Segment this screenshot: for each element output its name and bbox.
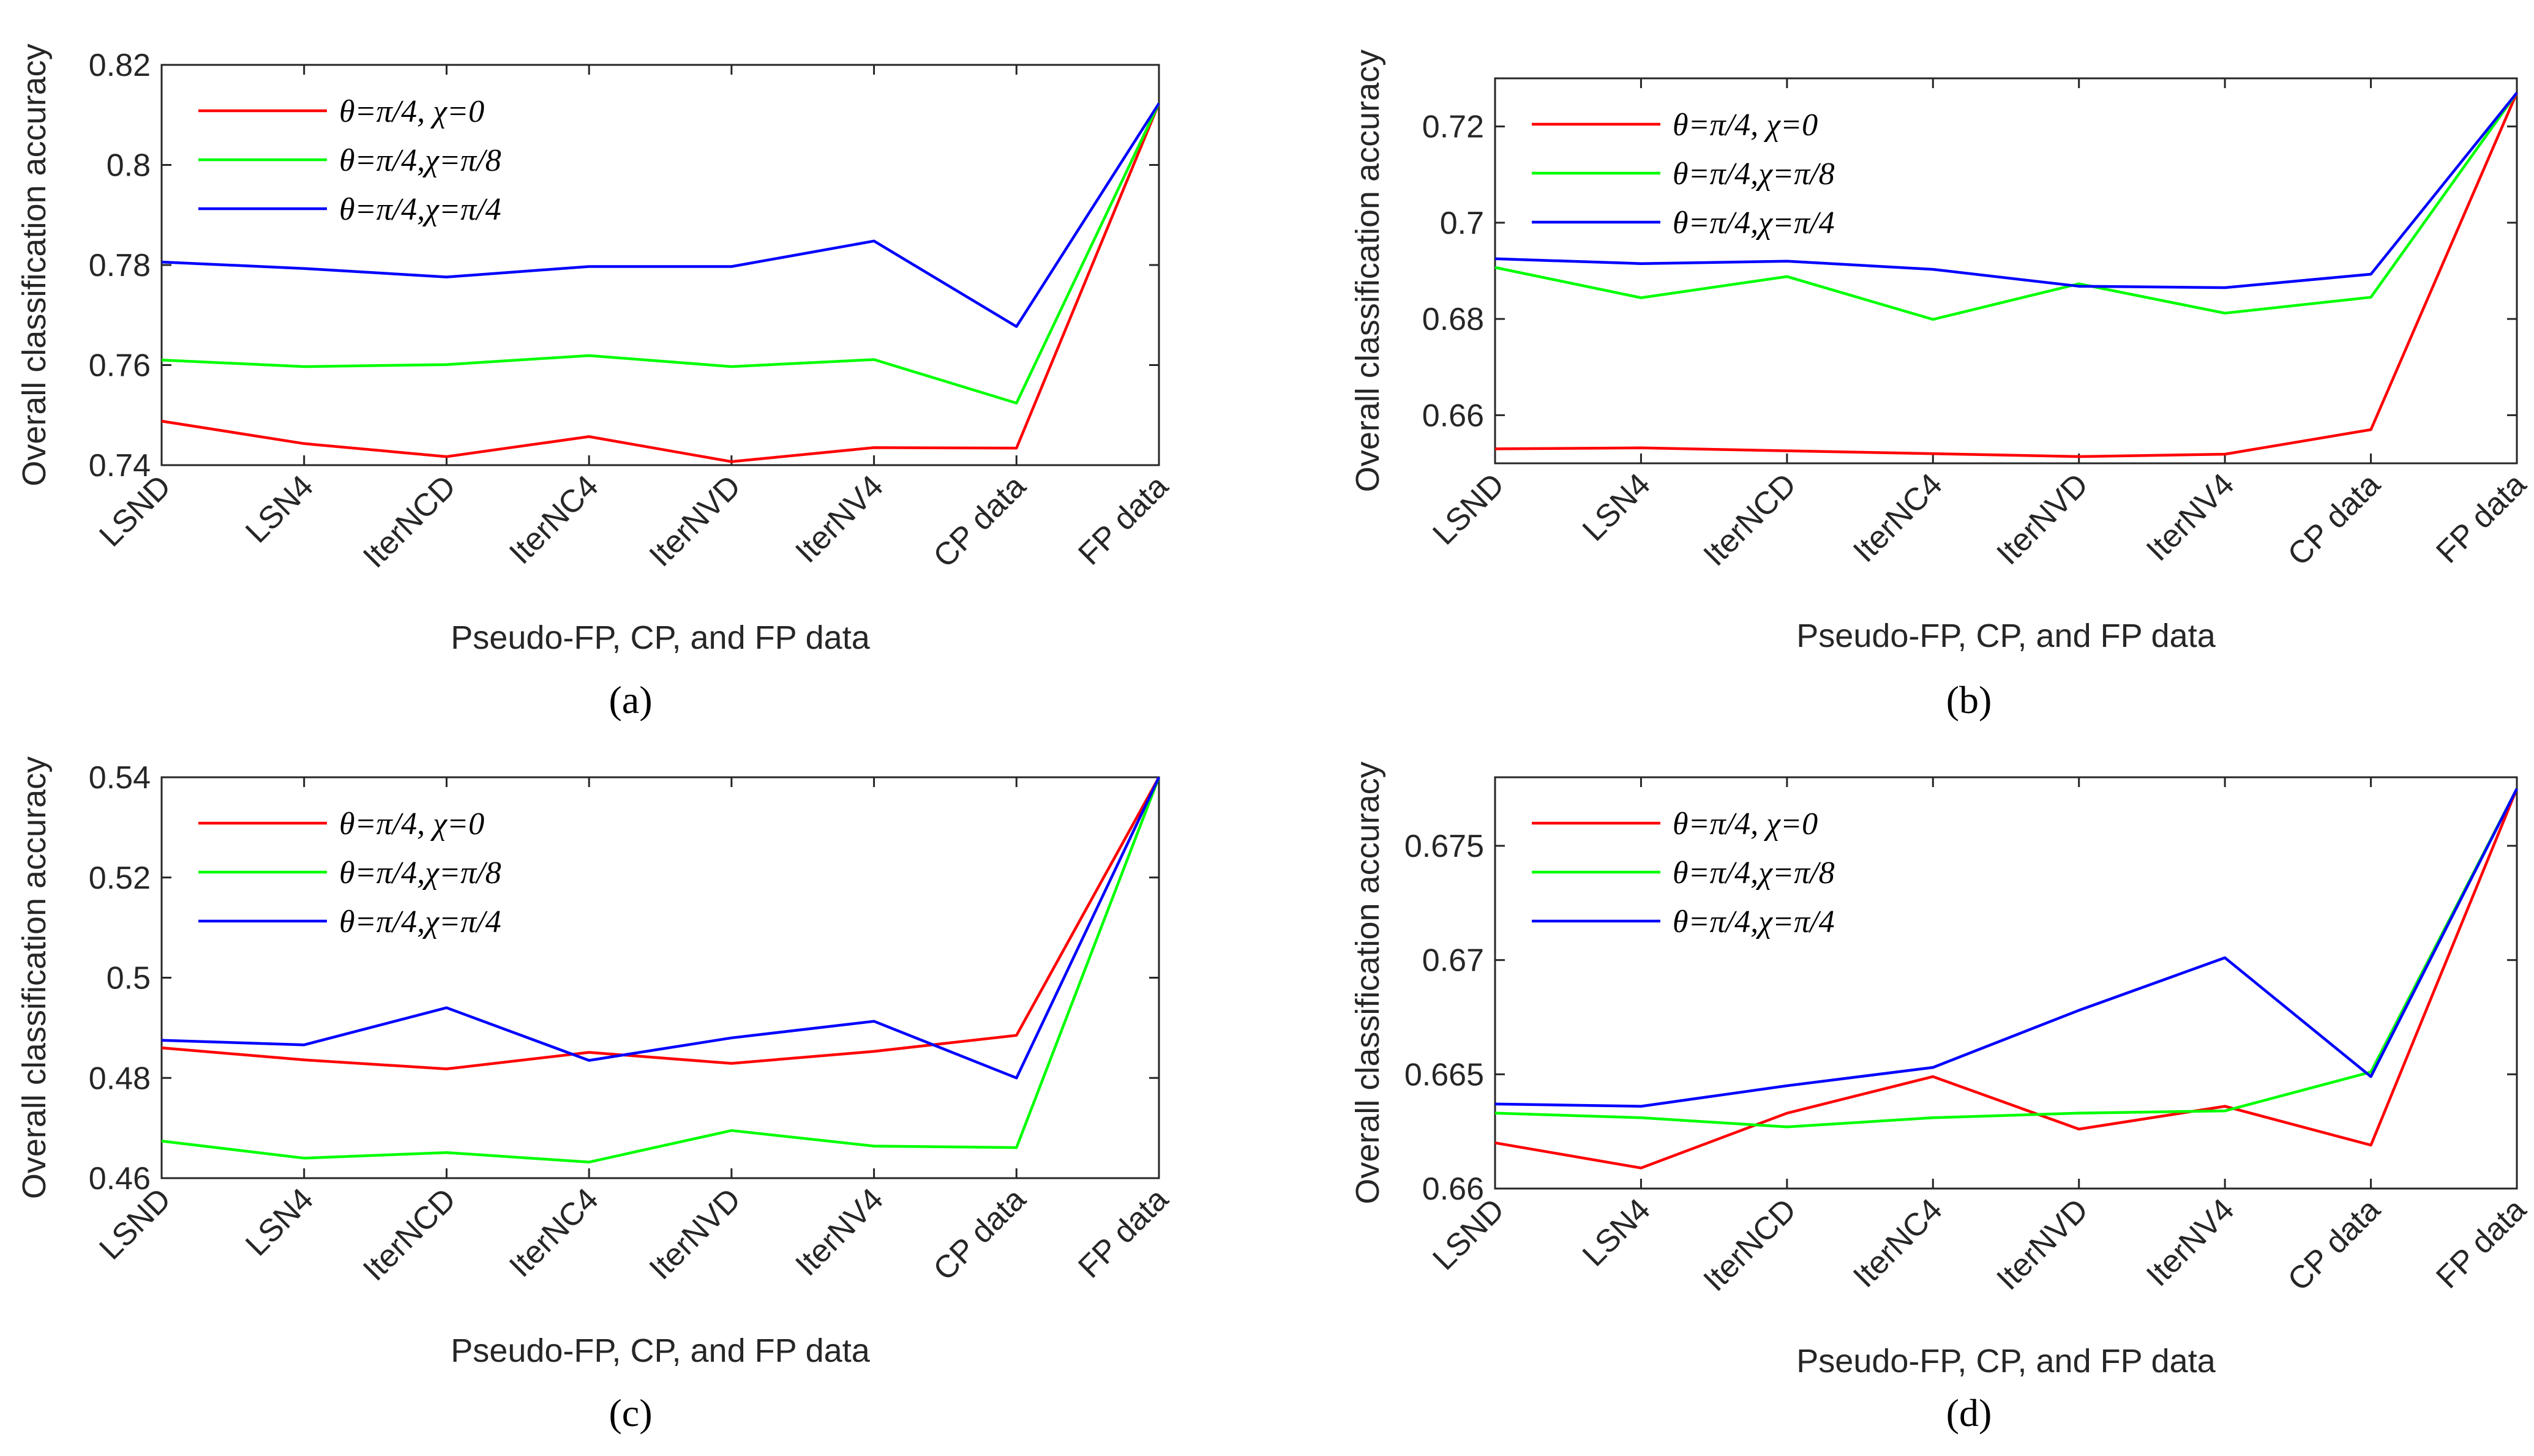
y-tick-label: 0.665 (1404, 1057, 1484, 1092)
y-tick-label: 0.52 (89, 861, 151, 896)
y-tick-label: 0.54 (89, 760, 151, 796)
series-line-1 (1494, 92, 2519, 458)
x-tick-label: IterNV4 (2140, 1192, 2241, 1293)
plot-area-frame (160, 776, 1160, 1179)
legend-entry-2: θ=π/4,χ=π/8 (1673, 856, 1835, 890)
y-tick-label: 0.675 (1404, 829, 1484, 864)
x-tick-label: LSN4 (1576, 1192, 1657, 1273)
x-tick-label: CP data (927, 1181, 1033, 1287)
x-tick-label: IterNCD (356, 1181, 463, 1288)
y-tick-label: 0.72 (1422, 110, 1484, 145)
x-axis-label: Pseudo-FP, CP, and FP data (451, 1332, 870, 1369)
x-tick-label: IterNVD (643, 468, 748, 573)
series-line-3 (1494, 92, 2518, 289)
legend-entry-1: θ=π/4, χ=0 (339, 807, 484, 842)
legend-entry-2: θ=π/4,χ=π/8 (339, 143, 501, 178)
series-line-1 (161, 103, 1161, 463)
x-tick-label: IterNV4 (789, 468, 890, 570)
y-tick-label: 0.5 (107, 961, 151, 996)
plot-area-frame (160, 64, 1160, 466)
legend-entry-3: θ=π/4,χ=π/4 (339, 192, 501, 227)
x-tick-label: LSN4 (239, 1181, 320, 1263)
y-tick-label: 0.7 (1440, 206, 1484, 241)
x-tick-label: IterNVD (643, 1181, 748, 1286)
y-tick-label: 0.66 (1422, 1171, 1484, 1207)
y-tick-label: 0.82 (89, 48, 151, 83)
y-axis-label: Overall classification accuracy (1349, 761, 1386, 1204)
y-tick-label: 0.66 (1422, 398, 1484, 433)
legend-entry-1: θ=π/4, χ=0 (1673, 108, 1818, 143)
y-axis-label: Overall classification accuracy (16, 43, 53, 486)
legend-entry-3: θ=π/4,χ=π/4 (339, 905, 501, 939)
series-line-3 (161, 102, 1160, 328)
x-tick-label: IterNC4 (503, 468, 605, 571)
x-axis-label: Pseudo-FP, CP, and FP data (451, 619, 870, 656)
x-axis-label: Pseudo-FP, CP, and FP data (1796, 618, 2216, 654)
y-tick-label: 0.48 (89, 1061, 151, 1096)
series-line-1 (161, 776, 1160, 1070)
x-tick-label: CP data (2281, 466, 2387, 572)
plot-area-frame (1494, 77, 2518, 465)
y-axis-label: Overall classification accuracy (16, 756, 53, 1199)
series-line-3 (161, 777, 1161, 1080)
panel-label: (d) (1946, 1391, 1992, 1435)
x-tick-label: CP data (927, 468, 1033, 574)
y-tick-label: 0.74 (89, 448, 151, 483)
x-tick-label: IterNCD (356, 468, 463, 575)
y-tick-label: 0.67 (1422, 943, 1484, 979)
series-line-2 (1494, 92, 2518, 321)
x-tick-label: FP data (2429, 466, 2533, 570)
x-tick-label: IterNV4 (2140, 466, 2241, 568)
x-tick-label: IterNVD (1990, 466, 2095, 572)
legend-entry-2: θ=π/4,χ=π/8 (339, 856, 501, 890)
y-tick-label: 0.46 (89, 1161, 151, 1197)
series-line-2 (1494, 788, 2519, 1129)
x-tick-label: IterNC4 (503, 1181, 605, 1284)
series-line-3 (1494, 788, 2519, 1108)
legend-entry-1: θ=π/4, χ=0 (339, 94, 484, 129)
panel-label: (c) (609, 1391, 652, 1435)
x-tick-label: IterNC4 (1846, 1192, 1949, 1294)
legend-entry-3: θ=π/4,χ=π/4 (1673, 905, 1835, 939)
x-tick-label: LSN4 (239, 468, 320, 550)
y-tick-label: 0.78 (89, 248, 151, 283)
x-tick-label: IterNCD (1697, 1192, 1804, 1298)
x-tick-label: CP data (2281, 1192, 2387, 1297)
x-tick-label: FP data (1071, 468, 1175, 572)
x-tick-label: IterNV4 (789, 1181, 890, 1283)
x-tick-label: IterNC4 (1846, 466, 1949, 569)
panel-label: (a) (609, 678, 652, 722)
plot-area-frame (1494, 776, 2518, 1190)
y-tick-label: 0.68 (1422, 302, 1484, 337)
y-tick-label: 0.76 (89, 348, 151, 384)
x-axis-label: Pseudo-FP, CP, and FP data (1796, 1343, 2216, 1379)
legend-entry-2: θ=π/4,χ=π/8 (1673, 157, 1835, 192)
series-line-2 (161, 102, 1161, 405)
x-tick-label: LSN4 (1576, 466, 1657, 548)
series-line-1 (1494, 788, 2519, 1170)
x-tick-label: FP data (1071, 1181, 1175, 1285)
series-line-2 (161, 777, 1161, 1164)
x-tick-label: LSND (1426, 466, 1511, 551)
x-tick-label: IterNVD (1990, 1192, 2095, 1297)
y-tick-label: 0.8 (107, 148, 151, 184)
x-tick-label: IterNCD (1697, 466, 1804, 573)
chart-panel-b: 0.66 0.68 0.7 0.72 LSND LSN4 IterNCD IterNC4 Ite… (1349, 50, 2533, 722)
y-axis-label: Overall classification accuracy (1349, 50, 1386, 492)
legend-entry-3: θ=π/4,χ=π/4 (1673, 206, 1835, 241)
legend-entry-1: θ=π/4, χ=0 (1673, 807, 1818, 842)
panel-label: (b) (1946, 678, 1992, 722)
x-tick-label: FP data (2429, 1192, 2533, 1295)
